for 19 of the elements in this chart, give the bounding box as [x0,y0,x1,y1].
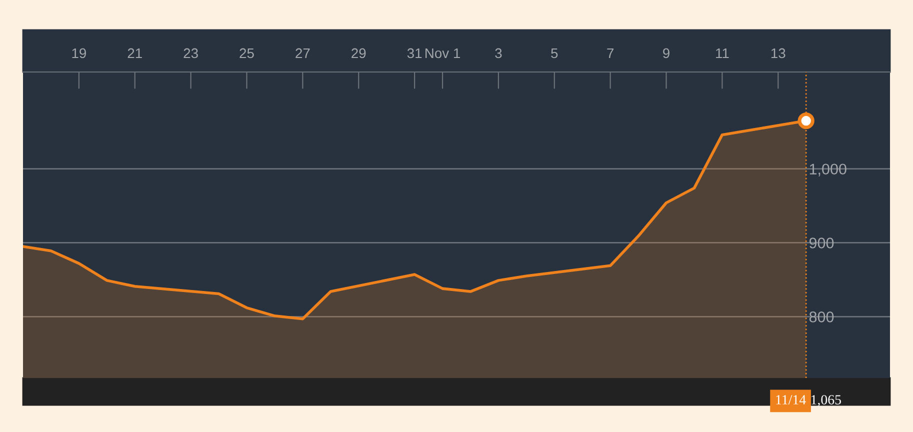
x-tick-label: 25 [240,48,254,58]
x-tick-label: 29 [352,48,366,58]
y-tick-label: 800 [809,312,834,322]
y-tick-label: 1,000 [810,164,846,176]
x-tick-label: 9 [663,48,670,58]
x-tick-label: 3 [495,48,502,58]
ref-line-label: 11/14 [776,395,806,404]
x-tick-label: 5 [551,48,558,58]
x-tick-label: 23 [184,48,198,58]
x-tick-label: 21 [128,48,142,58]
x-tick-label: 19 [72,48,86,58]
x-tick-label: 27 [296,48,310,58]
text: 1,065 [811,395,841,406]
x-tick-label: 31 [407,48,422,58]
x-tick-label: Nov 1 [426,48,460,58]
x-tick-label: 7 [607,48,614,58]
x-tick-label: 11 [716,48,729,58]
y-tick-label: 900 [809,238,834,248]
x-tick-label: 13 [771,48,786,58]
